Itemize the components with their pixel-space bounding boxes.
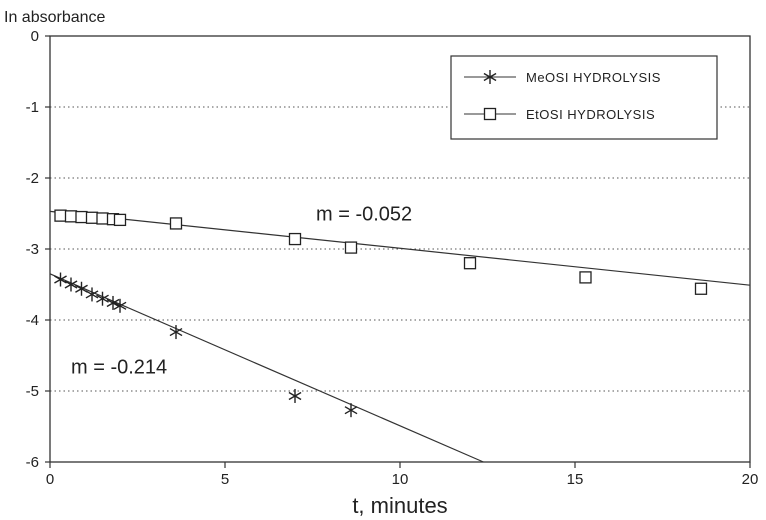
legend: MeOSI HYDROLYSIS EtOSI HYDROLYSIS xyxy=(450,55,718,140)
slope-annotation-meosi: m = -0.214 xyxy=(71,356,167,378)
data-point xyxy=(54,272,67,287)
data-point xyxy=(113,213,127,227)
legend-box xyxy=(450,55,718,140)
data-point xyxy=(75,210,88,224)
y-tick-label: -5 xyxy=(26,383,39,400)
data-point xyxy=(54,209,67,222)
x-tick-label: 0 xyxy=(46,471,54,488)
data-point xyxy=(85,211,99,224)
data-point xyxy=(169,217,183,230)
x-tick-label: 20 xyxy=(742,471,759,488)
x-tick-label: 5 xyxy=(221,471,229,488)
x-axis-title: t, minutes xyxy=(352,493,447,518)
data-point xyxy=(169,325,183,340)
data-point xyxy=(106,295,120,310)
y-tick-label: -2 xyxy=(26,170,39,187)
y-tick-label: -1 xyxy=(26,99,39,116)
data-point xyxy=(75,281,88,296)
square-marker xyxy=(483,107,497,121)
legend-marker-meosi xyxy=(483,70,497,84)
data-point xyxy=(344,241,358,254)
legend-marker-etosi xyxy=(483,107,497,121)
data-point xyxy=(64,210,78,223)
data-point xyxy=(85,287,99,302)
data-point xyxy=(288,232,302,246)
data-points xyxy=(54,209,708,418)
data-point xyxy=(113,298,127,313)
y-axis-title: In absorbance xyxy=(4,9,106,26)
y-tick-label: -4 xyxy=(26,312,39,329)
data-point xyxy=(694,282,708,295)
data-point xyxy=(344,403,358,418)
x-tick-label: 10 xyxy=(392,471,409,488)
x-tick-label: 15 xyxy=(567,471,584,488)
data-point xyxy=(64,277,78,292)
ticks: 0 -1 -2 -3 -4 -5 -6 0 5 10 15 20 xyxy=(26,28,759,488)
legend-label-meosi: MeOSI HYDROLYSIS xyxy=(526,70,661,85)
data-point xyxy=(96,212,109,225)
slope-annotation-etosi: m = -0.052 xyxy=(316,204,412,226)
legend-label-etosi: EtOSI HYDROLYSIS xyxy=(526,107,655,122)
y-tick-label: 0 xyxy=(31,28,39,45)
y-tick-label: -3 xyxy=(26,241,39,258)
asterisk-marker xyxy=(483,70,497,84)
data-point xyxy=(463,257,477,270)
y-tick-label: -6 xyxy=(26,454,39,471)
data-point xyxy=(579,271,592,284)
fit-line xyxy=(49,210,751,286)
data-point xyxy=(96,291,109,306)
data-point xyxy=(288,388,302,403)
